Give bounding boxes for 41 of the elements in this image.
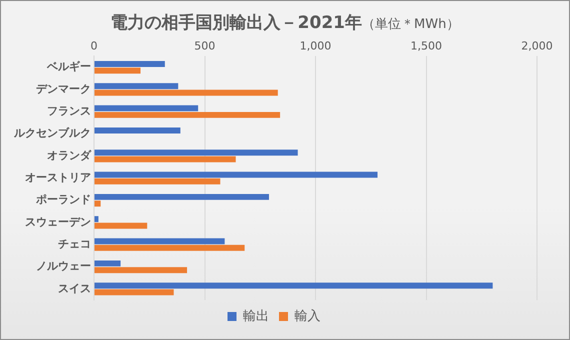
bar: [94, 105, 198, 112]
x-tick-label: 1,500: [410, 39, 442, 52]
y-tick-label: スウェーデン: [25, 215, 91, 228]
bar: [94, 60, 165, 67]
bar: [94, 282, 493, 289]
bar: [94, 260, 121, 266]
bar: [94, 200, 101, 207]
bar: [94, 194, 269, 200]
bar: [94, 289, 174, 296]
y-tick-label: ポーランド: [35, 193, 91, 206]
bar: [94, 68, 141, 74]
bar: [94, 83, 178, 90]
y-tick-label: スイス: [58, 282, 91, 295]
bar: [94, 244, 245, 251]
bar: [94, 178, 220, 184]
x-tick-label: 0: [90, 39, 98, 52]
bar: [94, 238, 225, 244]
bar: [94, 127, 180, 134]
bar: [94, 156, 236, 162]
y-tick-label: オーストリア: [25, 170, 91, 184]
x-tick-label: 2,000: [521, 39, 553, 52]
bar: [94, 267, 188, 274]
chart-title: 電力の相手国別輸出入－2021年: [110, 13, 362, 33]
x-tick-label: 1,000: [300, 39, 332, 52]
y-tick-label: ルクセンブルク: [13, 126, 91, 140]
x-tick-label: 500: [194, 39, 216, 52]
bar: [94, 90, 278, 96]
bar: [94, 150, 298, 156]
y-tick-label: ベルギー: [46, 60, 91, 74]
legend-label: 輸出: [243, 308, 269, 324]
y-tick-label: デンマーク: [36, 82, 91, 96]
y-tick-label: チェコ: [58, 237, 91, 250]
bar: [94, 216, 98, 222]
y-tick-label: オランダ: [47, 148, 92, 162]
legend-label: 輸入: [294, 308, 320, 324]
y-tick-label: ノルウェー: [36, 260, 91, 273]
bar: [94, 222, 148, 229]
y-tick-label: フランス: [47, 104, 91, 118]
chart-subtitle: （単位＊MWh）: [362, 17, 460, 32]
bar: [94, 112, 280, 118]
bar: [94, 172, 378, 178]
